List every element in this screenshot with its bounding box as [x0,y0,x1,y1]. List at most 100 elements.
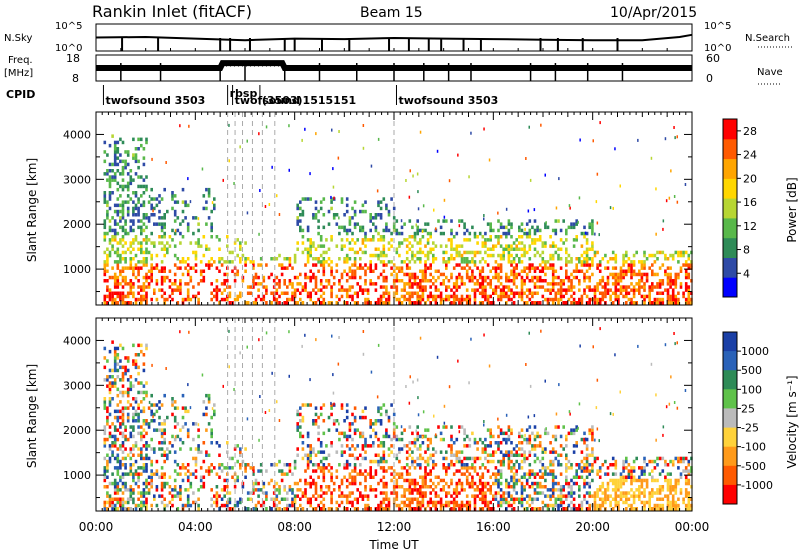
freq-tick-top-right: 60 [706,52,720,65]
power-cell [588,301,591,305]
power-cell [207,260,211,264]
velocity-cell [369,425,372,429]
power-cell [489,301,492,305]
power-cell [140,288,143,292]
power-cell [614,285,618,289]
power-cell [121,187,125,192]
velocity-cell [565,507,568,511]
velocity-cell [270,497,273,501]
velocity-cell [512,472,516,476]
power-cell [661,282,665,286]
power-cell [546,297,550,302]
velocity-cell [288,503,292,508]
velocity-cell [116,453,120,457]
power-cell [463,225,466,230]
velocity-cell [345,494,349,498]
power-cell [151,157,153,161]
velocity-cell [533,459,537,464]
velocity-cell [160,403,164,407]
velocity-cell [181,415,185,420]
power-cell [531,266,534,270]
power-cell [317,209,320,214]
power-cell [228,250,232,255]
power-cell [348,216,352,220]
power-cell [351,263,354,267]
freq-tick-bottom-left: 8 [72,72,79,85]
velocity-cell [301,456,305,461]
cpid-entry-label: (3503)1515151 [262,94,356,107]
velocity-cell [578,507,581,511]
velocity-cell [304,478,307,483]
velocity-cell [567,503,571,508]
power-cell [309,250,312,255]
velocity-cell [330,403,333,407]
freq-label-line1: Freq. [8,55,33,66]
velocity-cell [377,507,380,511]
velocity-cell [544,503,547,508]
power-cell [332,282,336,286]
velocity-cell [210,463,213,467]
power-cell [345,228,349,233]
power-cell [426,231,430,236]
power-cell [606,282,610,286]
velocity-cell [432,447,435,451]
power-cell [512,247,516,251]
power-cell [385,297,388,302]
power-cell [445,266,448,270]
velocity-cell [215,491,219,495]
velocity-cell [379,491,383,495]
power-cell [525,235,529,239]
velocity-cell [147,456,151,461]
velocity-cell [434,475,438,479]
velocity-cell [481,450,485,454]
power-cell [113,282,117,286]
power-cell [583,257,586,261]
power-cell [147,216,151,220]
power-cell [507,257,511,261]
power-cell [103,194,107,198]
velocity-cell [536,431,539,436]
velocity-cell [361,497,365,501]
power-cell [265,125,268,129]
power-cell [429,291,432,295]
power-cell [116,181,120,186]
power-cell [319,301,323,305]
power-cell [533,238,537,242]
power-cell [429,301,432,305]
power-cell [382,253,386,258]
power-cell [129,257,133,261]
velocity-cell [126,400,130,404]
power-cell [142,178,146,182]
velocity-cell [450,453,453,457]
power-cell [218,301,221,305]
velocity-cell [523,456,526,461]
power-cell [111,169,114,173]
velocity-cell [572,497,576,501]
power-cell [674,272,678,277]
velocity-cell [361,494,365,498]
velocity-cell [280,497,284,501]
power-cell [272,257,276,261]
power-cell [554,282,558,286]
velocity-cell [575,425,578,429]
power-cell [531,279,534,283]
velocity-cells [103,327,693,511]
power-cell [460,266,464,270]
power-cell [666,297,670,302]
velocity-cell [265,507,268,511]
velocity-cell [585,459,589,464]
power-cell [468,250,472,255]
power-cell [684,282,688,286]
power-cell [262,279,266,283]
power-cell [486,263,490,267]
power-cell [252,285,255,289]
power-cell [244,241,247,245]
velocity-cell [424,491,427,495]
velocity-cell [103,456,107,461]
power-cell [489,253,492,258]
velocity-cell [588,491,591,495]
power-cell [288,297,292,302]
velocity-cell [405,456,409,461]
velocity-cell [348,481,352,486]
power-cell [116,263,120,267]
